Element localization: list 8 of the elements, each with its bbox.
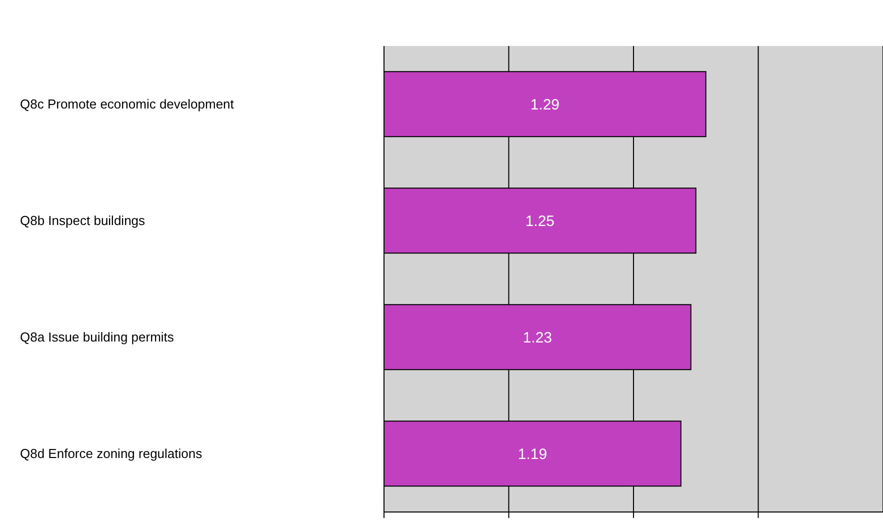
- data-label: 1.19: [518, 446, 548, 463]
- y-tick-label: Q8d Enforce zoning regulations: [20, 446, 203, 461]
- y-tick-label: Q8c Promote economic development: [20, 96, 234, 112]
- y-tick-label: Q8b Inspect buildings: [20, 212, 146, 228]
- data-label: 1.23: [522, 329, 552, 346]
- data-label: 1.29: [530, 96, 560, 114]
- data-label: 1.25: [525, 212, 555, 230]
- y-tick-label: Q8a Issue building permits: [20, 329, 174, 344]
